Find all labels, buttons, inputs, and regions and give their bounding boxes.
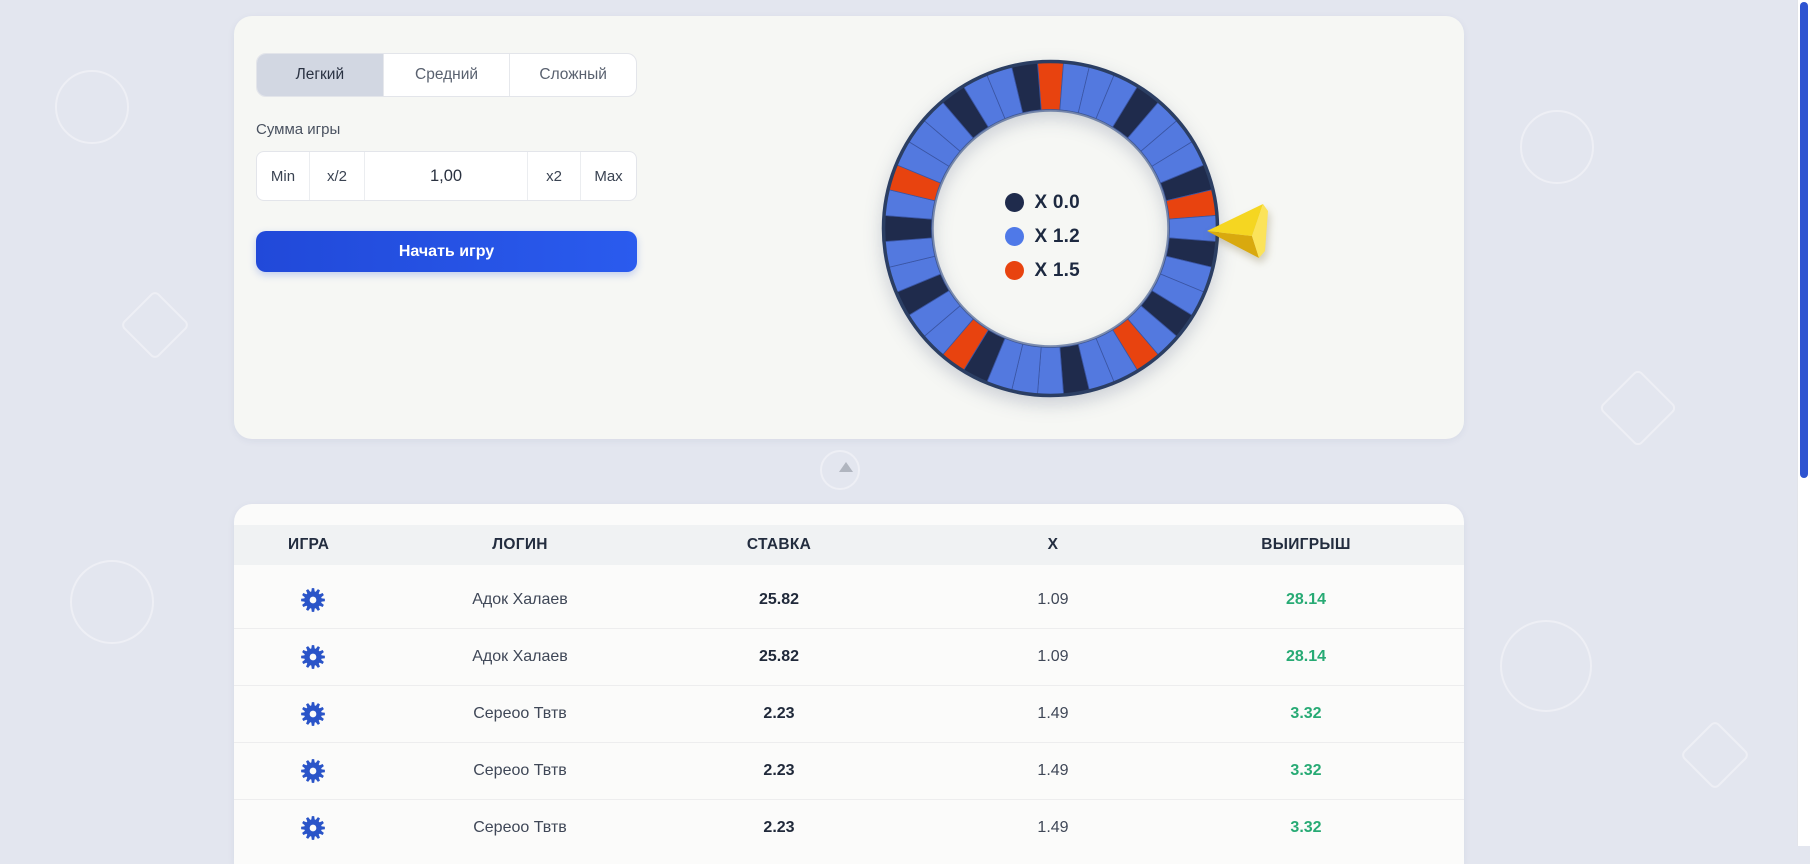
bet-cell: 2.23 <box>763 762 795 779</box>
background-doodle <box>1520 110 1594 184</box>
col-header-win: ВЫИГРЫШ <box>1261 536 1351 553</box>
legend-item-x12: X 1.2 <box>1004 225 1101 248</box>
bet-cell: 25.82 <box>758 648 800 665</box>
col-header-x: X <box>1047 536 1059 553</box>
legend-dot-navy <box>1004 193 1024 212</box>
wheel-ring <box>881 59 1220 398</box>
bet-double-button[interactable]: x2 <box>528 152 581 200</box>
win-cell: 3.32 <box>1290 819 1322 836</box>
tab-easy[interactable]: Легкий <box>257 54 384 96</box>
background-doodle <box>1598 368 1678 448</box>
legend-dot-red <box>1004 261 1024 280</box>
scroll-up-indicator[interactable] <box>839 462 853 472</box>
legend-dot-blue <box>1004 227 1024 246</box>
col-header-login: ЛОГИН <box>492 536 548 553</box>
multiplier-cell: 1.49 <box>1037 705 1069 722</box>
scrollbar-thumb[interactable] <box>1800 2 1808 478</box>
game-panel: Легкий Средний Сложный Сумма игры Min x/… <box>234 16 1464 439</box>
col-header-game: ИГРА <box>288 536 330 553</box>
game-controls: Легкий Средний Сложный Сумма игры Min x/… <box>256 53 637 272</box>
table-row: Сереоо Твтв 2.23 1.49 3.32 <box>234 799 1464 856</box>
background-doodle <box>1679 719 1751 791</box>
fortune-wheel: X 0.0 X 1.2 X 1.5 <box>879 57 1222 400</box>
wheel-legend: X 0.0 X 1.2 X 1.5 <box>879 57 1222 400</box>
bet-cell: 2.23 <box>763 819 795 836</box>
background-doodle <box>70 560 154 644</box>
multiplier-cell: 1.09 <box>1037 590 1069 608</box>
tab-medium[interactable]: Средний <box>384 54 511 96</box>
game-icon-cell <box>300 758 326 784</box>
login-cell: Сереоо Твтв <box>473 705 567 722</box>
login-cell: Адок Халаев <box>472 648 568 665</box>
legend-item-x0: X 0.0 <box>1004 191 1101 214</box>
table-row: Адок Халаев 25.82 1.09 28.14 <box>234 571 1464 628</box>
background-doodle <box>55 70 129 144</box>
game-icon-cell <box>300 644 326 670</box>
game-gear-icon <box>301 645 325 669</box>
game-icon-cell <box>300 587 326 613</box>
multiplier-cell: 1.49 <box>1037 819 1069 836</box>
login-cell: Адок Халаев <box>472 590 568 608</box>
win-cell: 3.32 <box>1290 762 1322 779</box>
game-gear-icon <box>301 816 325 840</box>
login-cell: Сереоо Твтв <box>473 762 567 779</box>
game-icon-cell <box>300 815 326 841</box>
bet-cell: 2.23 <box>763 705 795 722</box>
multiplier-cell: 1.09 <box>1037 648 1069 665</box>
game-gear-icon <box>301 702 325 726</box>
table-row: Адок Халаев 25.82 1.09 28.14 <box>234 628 1464 685</box>
win-cell: 28.14 <box>1285 590 1327 608</box>
login-cell: Сереоо Твтв <box>473 819 567 836</box>
start-game-button[interactable]: Начать игру <box>256 231 637 272</box>
legend-label: X 0.0 <box>1034 191 1080 213</box>
bet-cell: 25.82 <box>758 590 800 608</box>
bet-amount-control: Min x/2 1,00 x2 Max <box>256 151 637 201</box>
bet-amount-label: Сумма игры <box>256 121 341 138</box>
game-gear-icon <box>301 587 325 612</box>
background-doodle <box>820 450 860 490</box>
win-cell: 28.14 <box>1285 648 1327 665</box>
bet-half-button[interactable]: x/2 <box>310 152 365 200</box>
legend-label: X 1.5 <box>1034 259 1080 281</box>
wheel-pointer-icon <box>1207 204 1268 258</box>
bet-max-button[interactable]: Max <box>594 167 623 185</box>
game-gear-icon <box>301 759 325 783</box>
history-panel: ИГРА ЛОГИН СТАВКА X ВЫИГРЫШ Адок Халаев 2… <box>234 504 1464 864</box>
multiplier-cell: 1.49 <box>1037 762 1069 779</box>
game-icon-cell <box>300 701 326 727</box>
legend-label: X 1.2 <box>1034 225 1080 247</box>
col-header-bet: СТАВКА <box>746 536 812 553</box>
difficulty-tabs: Легкий Средний Сложный <box>256 53 637 97</box>
legend-item-x15: X 1.5 <box>1004 259 1101 282</box>
scrollbar-track[interactable] <box>1797 0 1810 846</box>
bet-min-button[interactable]: Min <box>257 152 310 200</box>
tab-hard[interactable]: Сложный <box>539 66 607 83</box>
table-body: Адок Халаев 25.82 1.09 28.14 Адок Халаев 25.8… <box>234 571 1464 856</box>
table-header-row: ИГРА ЛОГИН СТАВКА X ВЫИГРЫШ <box>234 525 1464 565</box>
win-cell: 3.32 <box>1290 705 1322 722</box>
background-doodle <box>119 289 191 361</box>
table-row: Сереоо Твтв 2.23 1.49 3.32 <box>234 742 1464 799</box>
background-doodle <box>1500 620 1592 712</box>
bet-amount-input[interactable]: 1,00 <box>365 152 528 200</box>
table-row: Сереоо Твтв 2.23 1.49 3.32 <box>234 685 1464 742</box>
